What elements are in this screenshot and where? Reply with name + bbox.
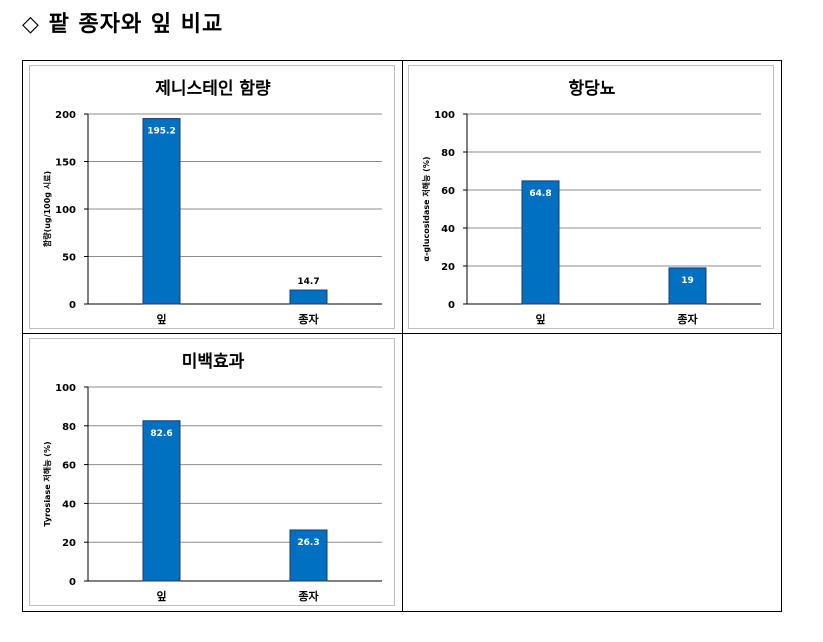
chart-title: 제니스테인 함량 <box>155 78 271 99</box>
y-tick-label: 80 <box>62 422 76 433</box>
chart-title: 미백효과 <box>182 352 245 372</box>
x-tick-label: 종자 <box>298 589 319 603</box>
antidiabetic-chart: 항당뇨 0 20 40 60 80 100 α-glucosidase 저해능 (%) 잎 64.… <box>421 78 761 326</box>
y-tick-label: 100 <box>55 205 76 216</box>
data-label: 195.2 <box>147 127 175 137</box>
y-tick-label: 100 <box>434 110 455 121</box>
chart-panel-whitening: 미백효과 0 20 40 60 80 100 Tyrosiase 저해능 (%) 잎 82.6 종자… <box>29 338 395 606</box>
y-tick-label: 80 <box>441 148 455 159</box>
data-label: 19 <box>681 276 694 286</box>
y-tick-label: 20 <box>441 262 455 273</box>
empty-cell <box>403 334 781 611</box>
y-tick-label: 200 <box>55 110 76 121</box>
x-tick-label: 종자 <box>298 312 319 326</box>
x-tick-label: 종자 <box>677 312 698 326</box>
y-tick-label: 60 <box>62 461 76 472</box>
y-tick-label: 50 <box>62 253 76 264</box>
bar-1 <box>289 529 328 582</box>
data-label: 64.8 <box>529 189 551 199</box>
genistein-chart: 제니스테인 함량 0 50 100 150 200 함량(ug/100g 시료) 잎 195.2… <box>42 78 382 326</box>
y-tick-label: 20 <box>62 538 76 549</box>
table-divider-vertical <box>402 61 403 611</box>
chart-panel-antidiabetic: 항당뇨 0 20 40 60 80 100 α-glucosidase 저해능 (%) 잎 64.… <box>408 65 774 329</box>
bar-0 <box>521 180 560 305</box>
y-tick-label: 0 <box>69 577 76 588</box>
y-tick-label: 0 <box>69 300 76 311</box>
table-divider-horizontal <box>23 333 781 334</box>
y-tick-label: 40 <box>441 224 455 235</box>
x-tick-label: 잎 <box>156 590 166 603</box>
chart-title: 항당뇨 <box>569 78 616 99</box>
y-tick-label: 40 <box>62 499 76 510</box>
y-tick-label: 100 <box>55 383 76 394</box>
data-label: 26.3 <box>297 538 319 548</box>
y-axis-label: α-glucosidase 저해능 (%) <box>421 156 431 261</box>
y-tick-label: 0 <box>448 300 455 311</box>
whitening-chart: 미백효과 0 20 40 60 80 100 Tyrosiase 저해능 (%) 잎 82.6 종자… <box>42 352 382 603</box>
chart-panel-genistein: 제니스테인 함량 0 50 100 150 200 함량(ug/100g 시료) 잎 195.2… <box>29 65 395 329</box>
bar-1 <box>668 267 707 305</box>
bar-1 <box>289 289 328 305</box>
bar-0 <box>142 118 181 305</box>
bar-0 <box>142 420 181 582</box>
x-tick-label: 잎 <box>156 313 166 326</box>
y-tick-label: 150 <box>55 158 76 169</box>
comparison-table: 제니스테인 함량 0 50 100 150 200 함량(ug/100g 시료) 잎 195.2… <box>22 60 782 612</box>
data-label: 82.6 <box>150 429 172 439</box>
x-tick-label: 잎 <box>535 313 545 326</box>
page-title: ◇ 팥 종자와 잎 비교 <box>22 12 224 37</box>
y-axis-label: Tyrosiase 저해능 (%) <box>42 441 52 526</box>
y-tick-label: 60 <box>441 186 455 197</box>
y-axis-label: 함량(ug/100g 시료) <box>42 171 52 247</box>
data-label: 14.7 <box>297 277 319 287</box>
